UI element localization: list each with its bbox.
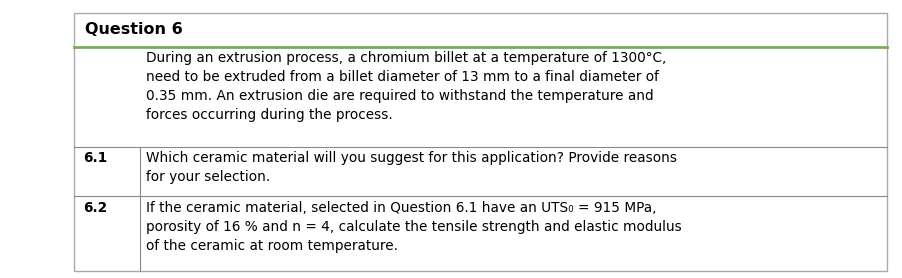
Text: 6.1: 6.1 [83, 151, 107, 165]
Text: Which ceramic material will you suggest for this application? Provide reasons
fo: Which ceramic material will you suggest … [146, 151, 676, 184]
Text: Question 6: Question 6 [85, 23, 182, 37]
Text: During an extrusion process, a chromium billet at a temperature of 1300°C,
need : During an extrusion process, a chromium … [146, 51, 666, 122]
Text: If the ceramic material, selected in Question 6.1 have an UTS₀ = 915 MPa,
porosi: If the ceramic material, selected in Que… [146, 201, 681, 252]
Text: 6.2: 6.2 [83, 201, 107, 215]
